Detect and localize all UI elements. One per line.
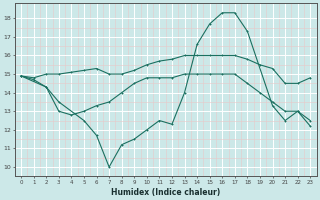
X-axis label: Humidex (Indice chaleur): Humidex (Indice chaleur) — [111, 188, 220, 197]
